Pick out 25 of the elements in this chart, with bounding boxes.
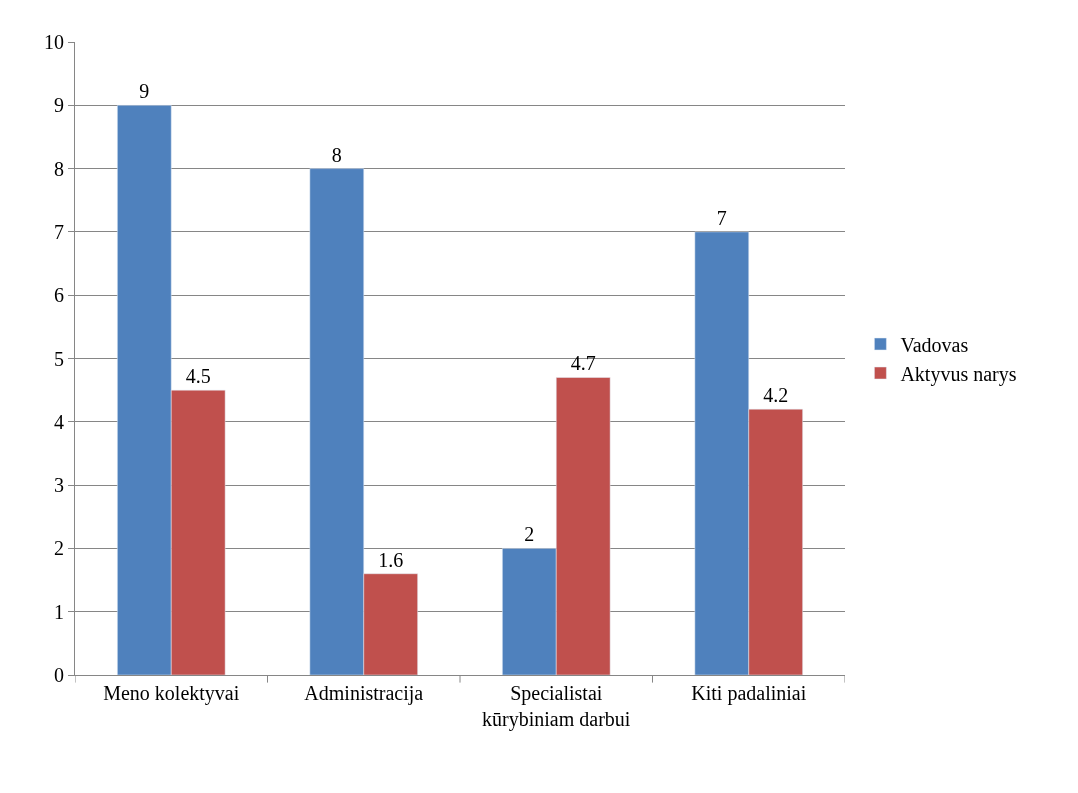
x-tick-label: Kiti padaliniai [691, 682, 807, 705]
x-tick-label: Administracija [304, 682, 424, 705]
y-tick-label: 5 [54, 347, 64, 370]
y-tick-label: 1 [54, 600, 64, 623]
data-label: 1.6 [378, 548, 404, 571]
y-tick-label: 10 [44, 31, 64, 53]
y-tick-label: 7 [54, 220, 64, 243]
y-tick-label: 2 [54, 537, 64, 560]
y-tick-label: 6 [54, 284, 64, 307]
data-label: 2 [524, 523, 535, 546]
y-tick-label: 3 [54, 474, 64, 497]
y-tick-label: 8 [54, 157, 64, 180]
data-label: 7 [716, 206, 727, 229]
legend-label: Aktyvus narys [900, 362, 1017, 386]
data-label: 9 [139, 80, 150, 103]
y-tick-label: 0 [54, 664, 64, 686]
data-label: 8 [331, 143, 342, 166]
x-tick-label: Specialistai kūrybiniam darbui [482, 682, 631, 731]
data-label: 4.2 [763, 384, 789, 407]
y-tick-label: 4 [54, 410, 64, 433]
legend-label: Vadovas [900, 333, 969, 356]
data-label: 4.5 [185, 365, 211, 388]
x-tick-label: Meno kolektyvai [103, 682, 240, 705]
data-label: 4.7 [570, 352, 596, 375]
y-tick-label: 9 [54, 94, 64, 117]
